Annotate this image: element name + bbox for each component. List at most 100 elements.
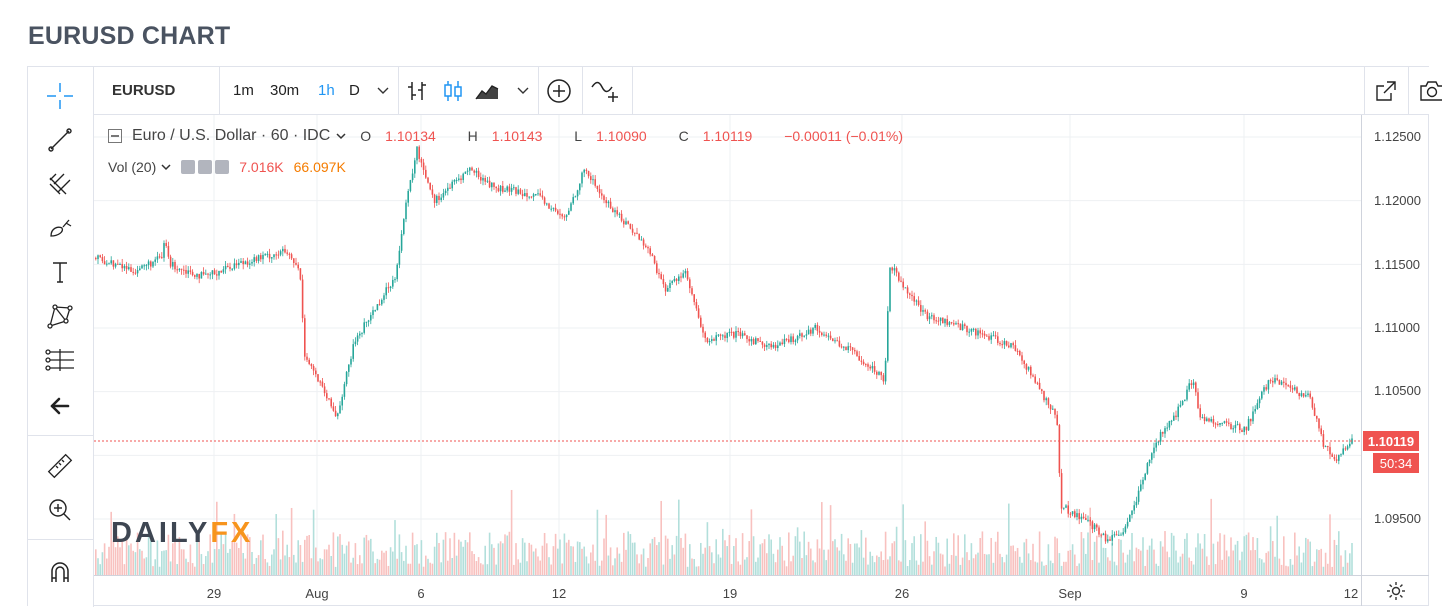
symbol-search[interactable]: EURUSD (112, 82, 176, 99)
volume-bar (1186, 533, 1188, 575)
candle-body (1025, 364, 1028, 370)
candle-body (1197, 392, 1199, 409)
volume-bar (473, 554, 475, 575)
zoom-in-icon[interactable] (41, 493, 79, 527)
snapshot-icon[interactable] (1417, 76, 1442, 106)
chart-settings-button[interactable] (1361, 575, 1429, 606)
fib-icon[interactable] (41, 167, 79, 201)
candle-body (917, 300, 920, 305)
candle-body (959, 323, 962, 331)
volume-bar (123, 564, 126, 575)
volume-bar (1201, 548, 1204, 575)
volume-bar (629, 534, 632, 575)
interval-d[interactable]: D (349, 82, 360, 99)
candle-body (271, 257, 273, 259)
brush-icon[interactable] (41, 211, 79, 245)
candle-body (1192, 382, 1195, 386)
volume-bar (387, 565, 390, 575)
price-axis[interactable]: 1.12500 1.12000 1.11500 1.11000 1.10500 … (1361, 115, 1429, 575)
candle-body (163, 243, 165, 258)
candle-body (598, 189, 601, 194)
candle-body (858, 356, 860, 361)
eye-icon[interactable] (181, 160, 196, 174)
volume-bar (539, 560, 541, 575)
gear-icon[interactable] (1386, 581, 1406, 601)
candle-body (1225, 421, 1228, 423)
candle-body (752, 339, 755, 345)
chevron-down-icon[interactable] (508, 76, 538, 106)
trend-line-icon[interactable] (41, 123, 79, 157)
candle-body (99, 255, 101, 258)
add-indicator-icon[interactable] (544, 76, 574, 106)
candle-body (722, 335, 724, 337)
volume-bar (1188, 557, 1190, 575)
volume-bar (1131, 532, 1133, 575)
chevron-down-icon[interactable] (368, 76, 398, 106)
volume-bar (198, 541, 200, 575)
candle-body (697, 308, 700, 318)
chevron-down-icon[interactable] (161, 163, 171, 171)
candle-body (1151, 453, 1153, 460)
candle-body (504, 190, 506, 192)
candle-body (763, 344, 766, 347)
interval-1h[interactable]: 1h (318, 82, 335, 99)
compare-icon[interactable] (590, 76, 620, 106)
price-tick: 1.11500 (1374, 257, 1421, 272)
volume-bar (519, 562, 522, 575)
volume-bar (1351, 542, 1353, 575)
close-icon[interactable] (215, 160, 230, 174)
bar-chart-icon[interactable] (402, 76, 432, 106)
volume-bar (398, 534, 401, 575)
candle-body (1012, 343, 1014, 346)
volume-bar (249, 537, 251, 575)
gear-icon[interactable] (198, 160, 213, 174)
volume-bar (537, 556, 539, 575)
ruler-icon[interactable] (41, 449, 79, 483)
candle-body (768, 343, 770, 346)
candle-body (1241, 430, 1243, 433)
volume-bar (594, 560, 596, 575)
candle-body (543, 197, 546, 204)
text-icon[interactable] (41, 255, 79, 289)
candle-body (200, 272, 203, 279)
volume-bar (796, 527, 799, 575)
chevron-down-icon[interactable] (336, 132, 346, 140)
candle-body (926, 311, 929, 320)
magnet-icon[interactable] (41, 555, 79, 589)
candle-chart-icon[interactable] (438, 76, 468, 106)
volume-bar (834, 539, 836, 575)
candle-body (810, 329, 812, 334)
crosshair-icon[interactable] (41, 79, 79, 113)
volume-bar (1333, 539, 1336, 575)
volume-bar (638, 563, 640, 575)
volume-bar (1098, 562, 1100, 575)
time-tick: 26 (894, 586, 910, 601)
interval-1m[interactable]: 1m (233, 82, 254, 99)
candle-body (381, 299, 383, 305)
time-axis[interactable]: 29 Aug 6 12 19 26 Sep 9 12 (94, 575, 1361, 606)
candle-body (1067, 505, 1069, 514)
area-chart-icon[interactable] (472, 76, 502, 106)
collapse-icon[interactable] (108, 129, 122, 143)
candle-body (125, 265, 128, 270)
candle-body (981, 333, 984, 335)
candle-body (895, 268, 898, 273)
volume-bar (741, 533, 744, 575)
volume-bar (759, 544, 761, 575)
pattern-icon[interactable] (41, 299, 79, 333)
volume-bar (1296, 555, 1298, 575)
volume-bar (1071, 544, 1074, 575)
chart-pane[interactable]: Euro / U.S. Dollar · 60 · IDC O 1.10134 H… (94, 115, 1361, 575)
interval-30m[interactable]: 30m (270, 82, 300, 99)
back-arrow-icon[interactable] (41, 389, 79, 423)
candle-body (1162, 431, 1164, 434)
popout-icon[interactable] (1371, 76, 1401, 106)
candle-body (167, 246, 170, 257)
volume-bar (1025, 538, 1028, 575)
candle-body (1263, 387, 1265, 392)
candle-body (341, 396, 343, 406)
volume-bar (207, 551, 209, 575)
prediction-icon[interactable] (41, 343, 79, 377)
candle-body (431, 189, 434, 195)
price-chart[interactable] (94, 115, 1361, 575)
